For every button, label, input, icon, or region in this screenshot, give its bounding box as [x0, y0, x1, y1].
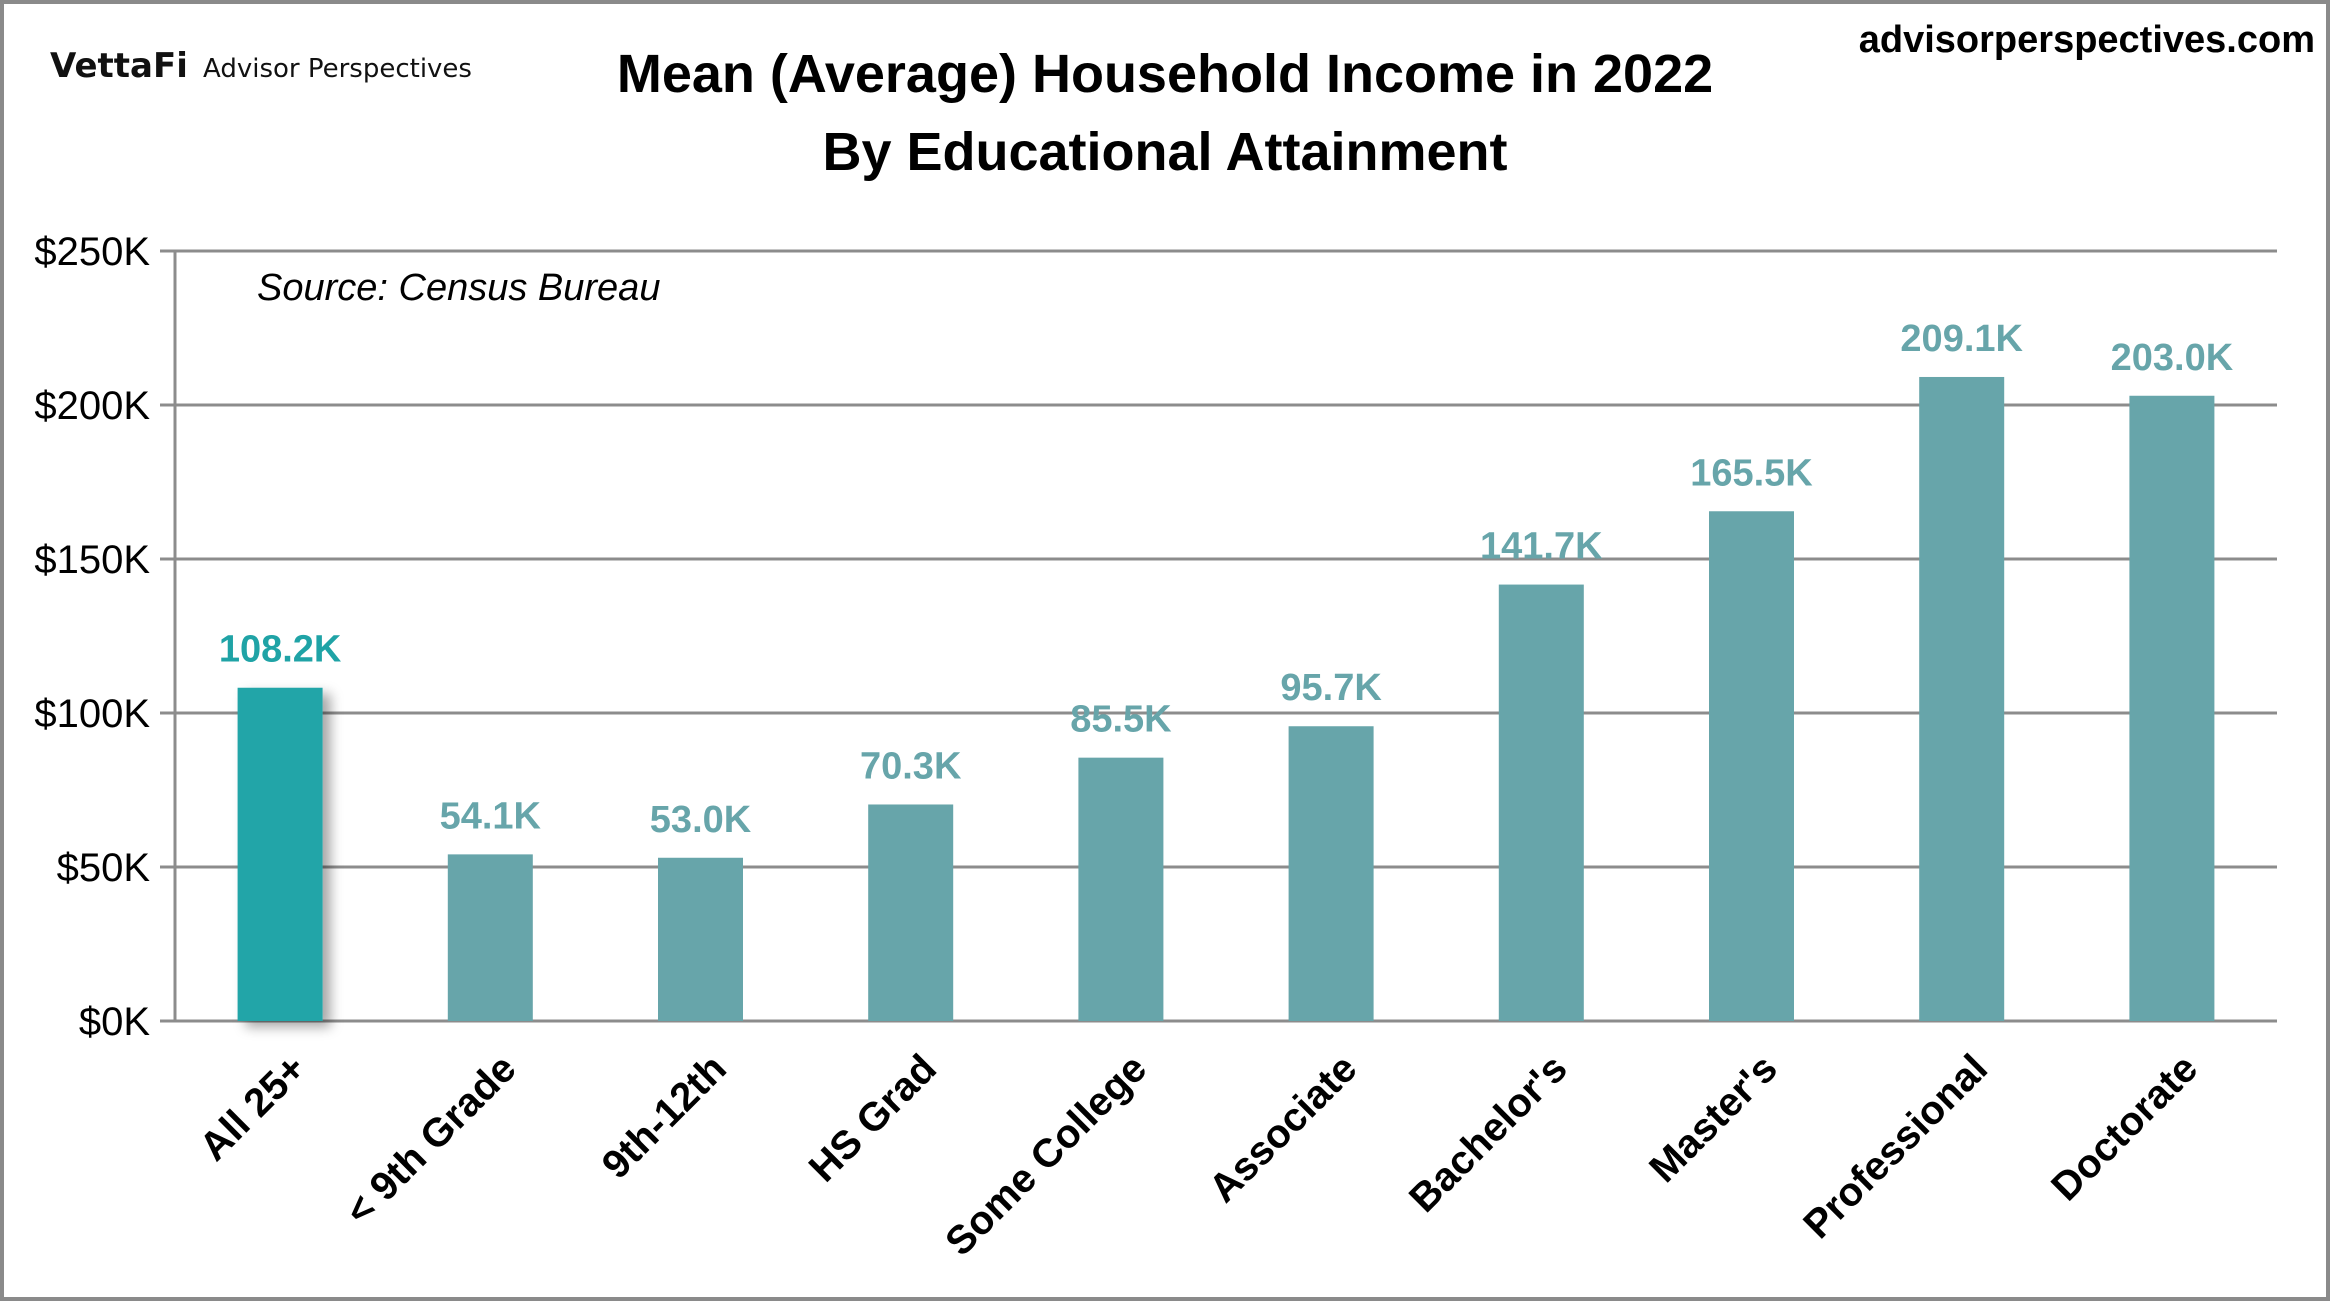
- data-label: 203.0K: [2111, 337, 2234, 379]
- bar: [1709, 511, 1794, 1021]
- y-tick-label: $100K: [34, 692, 150, 736]
- y-tick-label: $50K: [57, 846, 151, 890]
- bar: [447, 854, 533, 1021]
- chart-subtitle: By Educational Attainment: [822, 122, 1507, 182]
- vettafi-logo: VettaFi Advisor Perspectives: [50, 46, 472, 86]
- data-label: 53.0K: [650, 799, 752, 841]
- data-label: 70.3K: [860, 745, 962, 787]
- data-label: 141.7K: [1480, 526, 1603, 568]
- site-url: advisorperspectives.com: [1859, 19, 2315, 61]
- y-tick-label: $200K: [34, 384, 150, 428]
- bar: [1919, 376, 2005, 1021]
- data-label: 108.2K: [219, 629, 342, 671]
- bar: [868, 804, 954, 1021]
- data-label: 165.5K: [1690, 452, 1813, 494]
- bar: [2129, 395, 2215, 1021]
- logo-brand: VettaFi: [50, 46, 188, 86]
- chart-title: Mean (Average) Household Income in 2022: [617, 44, 1713, 104]
- y-tick-label: $250K: [34, 230, 150, 274]
- data-label: 54.1K: [440, 795, 542, 837]
- bar: [1078, 757, 1164, 1021]
- y-tick-label: $0K: [79, 1000, 150, 1044]
- bar: [658, 857, 743, 1021]
- bars: 108.2K 54.1K 53.0K 70.3K 85.5K 95.7K 141.7K 165…: [219, 318, 2234, 1021]
- bar: [1288, 726, 1374, 1021]
- data-label: 85.5K: [1070, 699, 1172, 741]
- source-annotation: Source: Census Bureau: [257, 267, 660, 309]
- data-label: 209.1K: [1900, 318, 2023, 360]
- logo-sub: Advisor Perspectives: [203, 54, 472, 84]
- data-label: 95.7K: [1280, 667, 1382, 709]
- bar: [237, 687, 323, 1021]
- y-tick-label: $150K: [34, 538, 150, 582]
- bar: [1498, 584, 1584, 1021]
- y-axis: $0K $50K $100K $150K $200K $250K: [34, 230, 150, 1044]
